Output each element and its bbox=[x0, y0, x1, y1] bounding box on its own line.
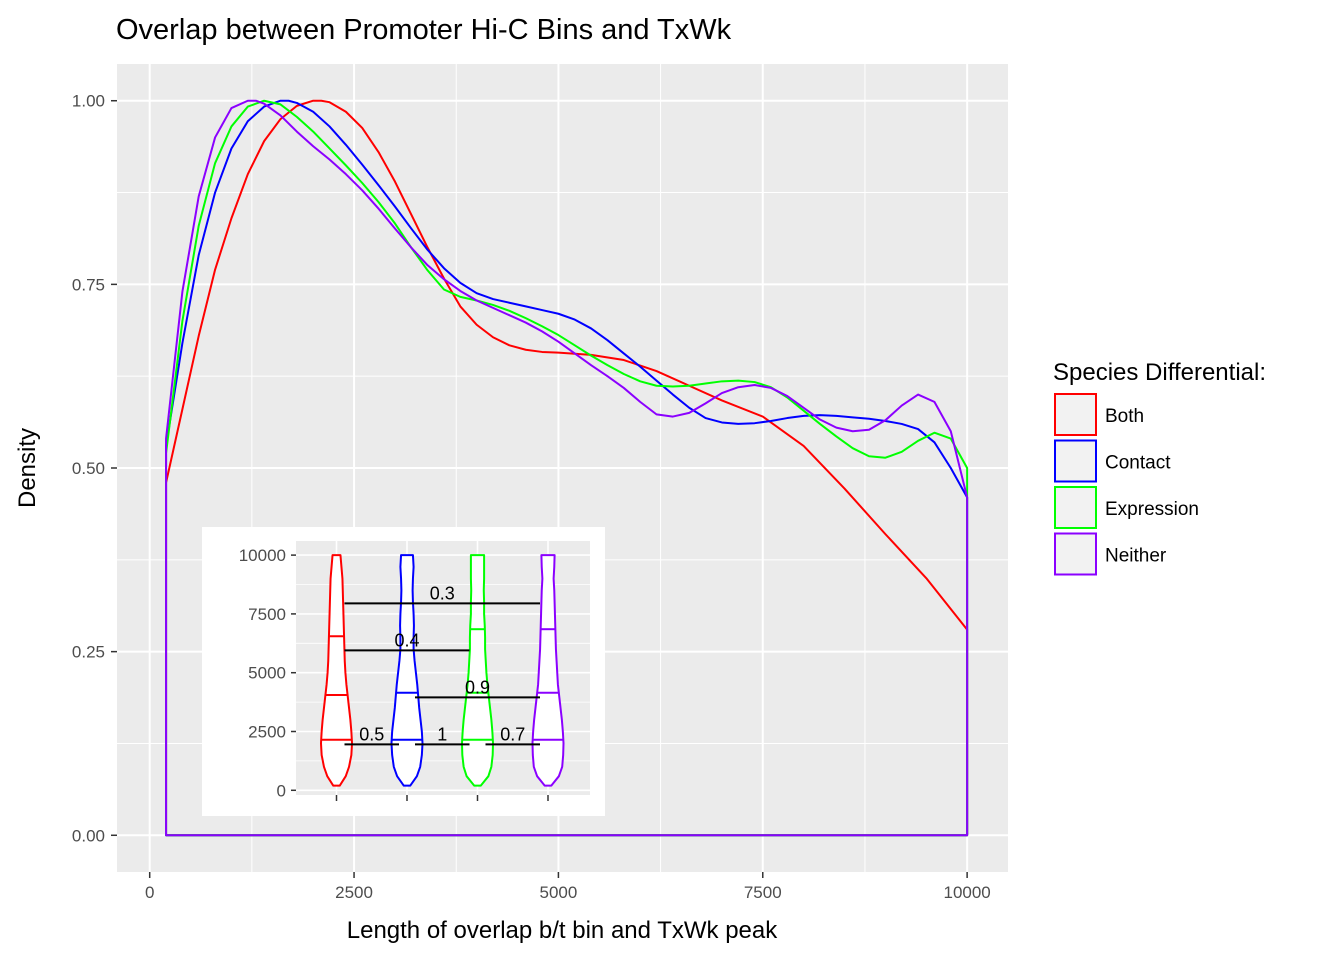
legend-key-contact bbox=[1054, 439, 1097, 483]
significance-label: 0.9 bbox=[465, 677, 490, 697]
x-tick-label: 10000 bbox=[943, 883, 990, 902]
legend-label-neither: Neither bbox=[1105, 546, 1167, 567]
significance-label: 0.7 bbox=[500, 724, 525, 744]
significance-label: 0.5 bbox=[359, 724, 384, 744]
x-axis-title: Length of overlap b/t bin and TxWk peak bbox=[347, 917, 778, 944]
density-series-contact bbox=[165, 99, 969, 837]
x-tick-label: 2500 bbox=[335, 883, 373, 902]
violin-contact bbox=[390, 554, 424, 787]
legend-label-expression: Expression bbox=[1105, 499, 1199, 520]
y-tick-label: 0.50 bbox=[72, 459, 105, 478]
inset-y-tick-label: 7500 bbox=[248, 605, 286, 624]
x-tick-label: 5000 bbox=[539, 883, 577, 902]
inset-y-tick-label: 0 bbox=[277, 781, 286, 800]
chart-title: Overlap between Promoter Hi-C Bins and T… bbox=[116, 14, 732, 46]
inset-y-tick-label: 10000 bbox=[239, 546, 286, 565]
y-tick-label: 0.25 bbox=[72, 643, 105, 662]
significance-label: 0.4 bbox=[394, 630, 419, 650]
significance-label: 1 bbox=[437, 724, 447, 744]
significance-label: 0.3 bbox=[430, 583, 455, 603]
inset-y-tick-label: 2500 bbox=[248, 723, 286, 742]
violin-neither bbox=[531, 554, 565, 787]
legend-key-both bbox=[1054, 393, 1097, 436]
y-tick-label: 1.00 bbox=[72, 92, 105, 111]
legend-title: Species Differential: bbox=[1053, 359, 1266, 386]
violin-expression bbox=[460, 554, 495, 787]
x-tick-label: 7500 bbox=[744, 883, 782, 902]
y-tick-label: 0.75 bbox=[72, 275, 105, 294]
legend-label-both: Both bbox=[1105, 406, 1144, 427]
x-tick-label: 0 bbox=[145, 883, 154, 902]
y-axis-title: Density bbox=[14, 428, 41, 508]
density-series-expression bbox=[165, 99, 969, 837]
legend-key-expression bbox=[1054, 486, 1097, 529]
violin-both bbox=[319, 554, 354, 787]
inset-violin-plot: 0 2500 5000 7500 10000 0.3 0.4 0.9 0.5 1 0.7 bbox=[202, 527, 605, 816]
density-series-neither bbox=[165, 99, 969, 837]
legend-key-neither bbox=[1054, 532, 1097, 576]
legend-label-contact: Contact bbox=[1105, 453, 1171, 474]
y-tick-label: 0.00 bbox=[72, 826, 105, 845]
inset-y-tick-label: 5000 bbox=[248, 664, 286, 683]
legend: Species Differential: Both Contact Express… bbox=[1053, 359, 1266, 576]
